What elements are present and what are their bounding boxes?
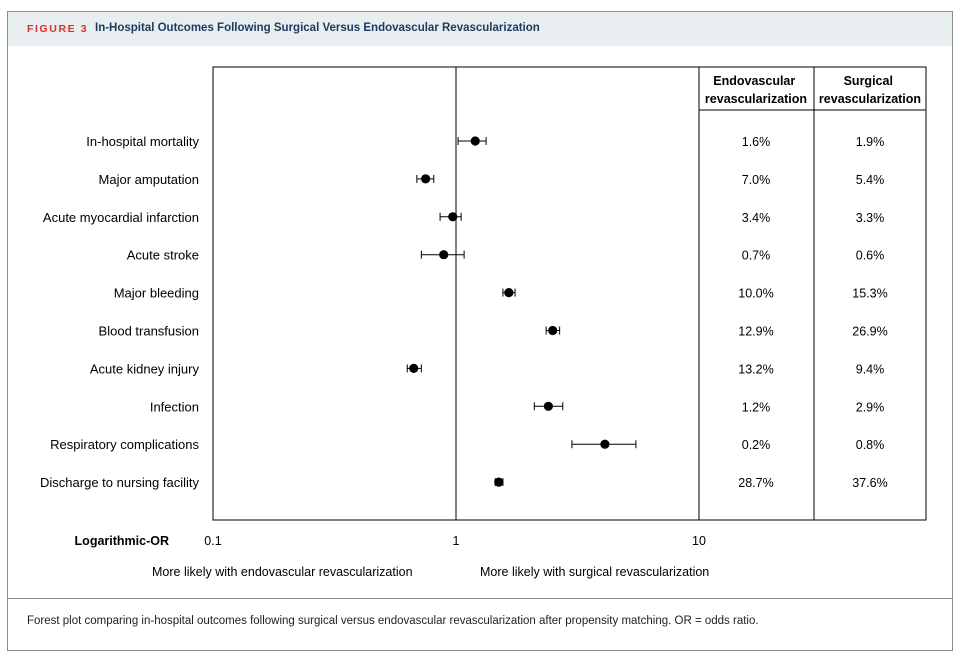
or-point (448, 212, 458, 222)
or-point (470, 136, 480, 146)
x-axis-title: Logarithmic-OR (75, 534, 169, 548)
figure-frame (7, 11, 953, 651)
figure-label: FIGURE 3 (27, 23, 89, 35)
x-tick-label: 0.1 (204, 534, 221, 548)
or-point (600, 439, 610, 449)
row-label: Respiratory complications (50, 437, 199, 452)
cell-surgical: 1.9% (856, 135, 885, 149)
row-label: Blood transfusion (99, 324, 199, 339)
or-point (421, 174, 431, 184)
cell-surgical: 9.4% (856, 362, 885, 376)
cell-endovascular: 12.9% (738, 325, 773, 339)
row-label: In-hospital mortality (86, 134, 199, 149)
row-label: Major bleeding (114, 286, 199, 301)
cell-surgical: 0.6% (856, 249, 885, 263)
cell-surgical: 2.9% (856, 400, 885, 414)
caption-divider (8, 598, 952, 599)
or-point (494, 477, 504, 487)
or-point (548, 325, 558, 336)
cell-endovascular: 1.2% (742, 400, 771, 414)
cell-surgical: 15.3% (852, 287, 887, 301)
or-point (543, 401, 553, 411)
cell-endovascular: 10.0% (738, 287, 773, 301)
figure-title: In-Hospital Outcomes Following Surgical … (95, 22, 540, 34)
cell-endovascular: 7.0% (742, 173, 771, 187)
x-tick-label: 10 (692, 534, 706, 548)
direction-label-right: More likely with surgical revascularizat… (480, 565, 709, 579)
cell-surgical: 0.8% (856, 438, 885, 452)
cell-endovascular: 3.4% (742, 211, 771, 225)
cell-surgical: 3.3% (856, 211, 885, 225)
x-axis-ticks: 0.1 1 10 (204, 534, 706, 548)
row-label: Acute myocardial infarction (43, 210, 199, 225)
cell-endovascular: 1.6% (742, 135, 771, 149)
cell-surgical: 26.9% (852, 325, 887, 339)
row-label: Discharge to nursing facility (40, 475, 199, 490)
x-tick-label: 1 (453, 534, 460, 548)
cell-endovascular: 0.2% (742, 438, 771, 452)
forest-rows: In-hospital mortality 1.6% 1.9% Major amput… (40, 134, 888, 490)
col-header-endovascular: Endovascular revascularization (705, 74, 807, 106)
cell-surgical: 37.6% (852, 476, 887, 490)
cell-endovascular: 0.7% (742, 249, 771, 263)
or-point (504, 288, 514, 298)
cell-surgical: 5.4% (856, 173, 885, 187)
cell-endovascular: 13.2% (738, 362, 773, 376)
row-label: Infection (150, 399, 199, 414)
col-header-surgical: Surgical revascularization (819, 74, 921, 106)
row-label: Major amputation (99, 172, 199, 187)
row-label: Acute stroke (127, 248, 199, 263)
figure-header (8, 12, 952, 46)
direction-label-left: More likely with endovascular revascular… (152, 565, 413, 579)
cell-endovascular: 28.7% (738, 476, 773, 490)
or-point (439, 250, 449, 260)
figure-caption: Forest plot comparing in-hospital outcom… (27, 615, 759, 627)
or-point (409, 363, 419, 373)
table-area (698, 66, 927, 521)
row-label: Acute kidney injury (90, 361, 200, 376)
